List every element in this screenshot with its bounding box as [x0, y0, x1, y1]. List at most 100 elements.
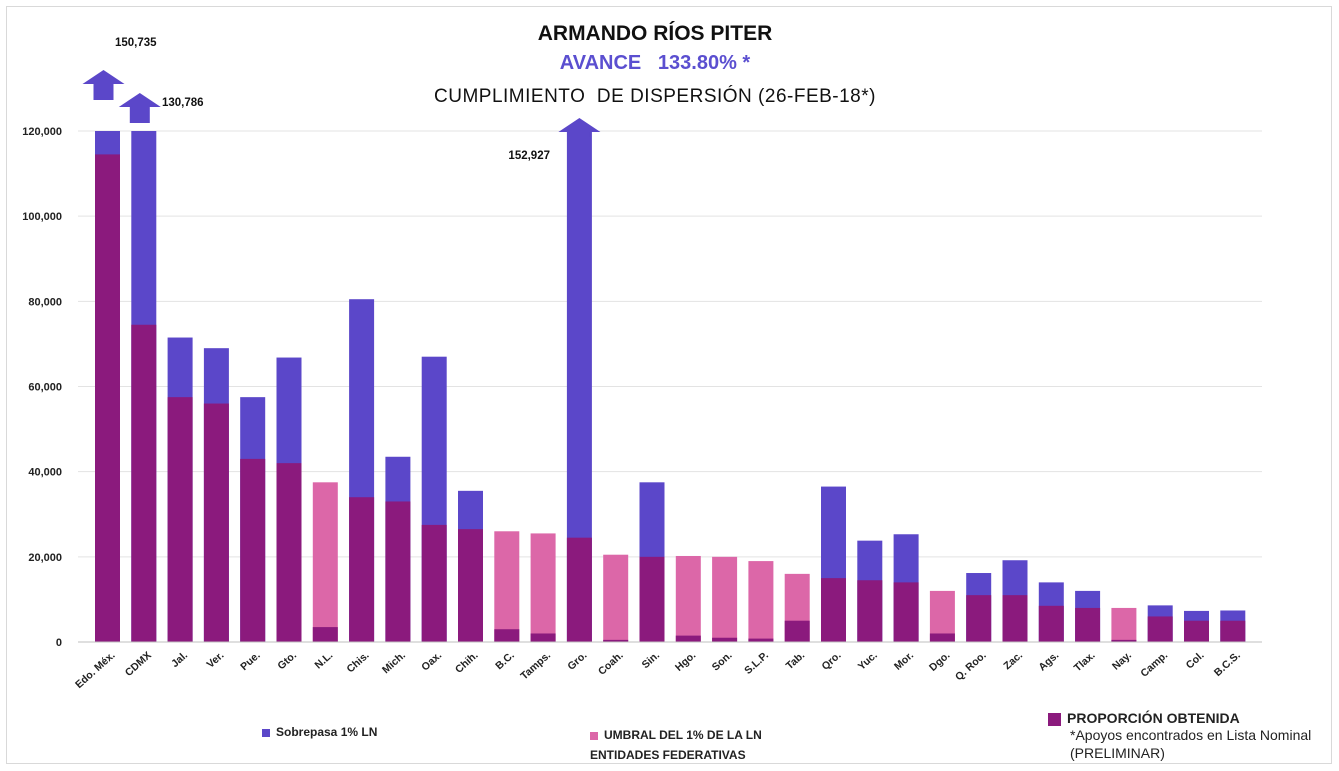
x-tick-label: Yuc.	[856, 649, 880, 672]
bar-obtained	[675, 635, 701, 642]
x-tick-label: Pue.	[238, 649, 263, 673]
overflow-value-label: 150,735	[115, 37, 157, 49]
bar-obtained	[240, 458, 266, 642]
x-tick-label: Q. Roo.	[953, 649, 989, 683]
x-tick-label: Tab.	[784, 649, 808, 672]
x-tick-label: Mich.	[380, 649, 408, 676]
legend-swatch-exceeds	[262, 728, 270, 737]
chart-title: ARMANDO RÍOS PITER	[537, 22, 773, 45]
x-tick-label: Tlax.	[1072, 649, 1098, 674]
x-tick-label: Col.	[1184, 649, 1207, 671]
bar-obtained	[458, 529, 483, 642]
bar-obtained	[95, 154, 120, 642]
bar-threshold	[530, 533, 556, 642]
bar-obtained	[1220, 620, 1246, 642]
y-tick-label: 40,000	[28, 467, 62, 479]
bar-obtained	[1002, 595, 1028, 642]
bar-threshold	[312, 482, 338, 642]
legend-label-threshold-2: ENTIDADES FEDERATIVAS	[590, 748, 746, 762]
bar-threshold	[494, 531, 520, 642]
overflow-arrow-icon	[118, 93, 161, 123]
bar-threshold	[712, 556, 738, 642]
overflow-value-label: 152,927	[508, 150, 550, 162]
y-tick-label: 120,000	[22, 126, 62, 138]
y-tick-label: 20,000	[28, 552, 62, 564]
x-tick-label: Coah.	[596, 649, 626, 677]
bar-obtained	[603, 639, 629, 642]
bar-obtained	[784, 620, 810, 642]
chart-subtitle: AVANCE 133.80% *	[559, 52, 751, 74]
x-tick-label: Hgo.	[673, 649, 698, 674]
x-tick-label: Camp.	[1138, 649, 1170, 679]
bar-threshold	[603, 554, 629, 642]
bar-obtained	[1075, 607, 1101, 642]
overflow-arrow-icon	[82, 70, 125, 100]
x-tick-label: N.L.	[313, 649, 336, 671]
x-tick-label: Chis.	[344, 649, 371, 675]
bar-obtained	[349, 497, 375, 642]
chart-subtitle-2: CUMPLIMIENTO DE DISPERSIÓN (26-FEB-18*)	[434, 86, 876, 107]
bar-obtained	[929, 633, 955, 642]
bar-obtained	[131, 324, 157, 642]
x-tick-label: Dgo.	[927, 649, 952, 674]
x-tick-label: Jal.	[169, 649, 190, 670]
bar-obtained	[530, 633, 556, 642]
x-tick-label: B.C.S.	[1212, 649, 1243, 679]
chart-frame	[6, 6, 1332, 764]
bar-obtained	[1111, 639, 1137, 642]
x-tick-label: Ver.	[204, 649, 226, 670]
bar-obtained	[167, 397, 193, 642]
bar-obtained	[1038, 605, 1064, 642]
x-tick-label: B.C.	[493, 649, 517, 672]
legend-exceeds: Sobrepasa 1% LN	[262, 725, 377, 739]
legend-swatch-threshold	[590, 731, 598, 740]
overflow-arrow-icon	[558, 118, 601, 137]
legend-threshold: UMBRAL DEL 1% DE LA LN ENTIDADES FEDERAT…	[590, 725, 762, 765]
overflow-value-label: 130,786	[162, 97, 204, 109]
x-tick-label: Edo. Méx.	[73, 649, 118, 691]
x-tick-label: Gto.	[275, 649, 299, 672]
x-tick-label: Sin.	[640, 649, 662, 671]
x-tick-label: Mor.	[892, 649, 916, 672]
bar-obtained	[639, 556, 665, 642]
bar-obtained	[421, 524, 447, 642]
x-tick-label: Ags.	[1036, 649, 1061, 673]
bar-obtained	[966, 595, 992, 642]
bar-obtained	[712, 637, 738, 642]
x-tick-label: Qro.	[819, 649, 843, 672]
bar-threshold	[675, 555, 701, 642]
bar-obtained	[1147, 616, 1173, 642]
bar-obtained	[857, 580, 883, 642]
bar-obtained	[494, 629, 520, 642]
legend-label-threshold-1: UMBRAL DEL 1% DE LA LN	[604, 728, 762, 742]
x-tick-label: S.L.P.	[742, 649, 771, 677]
bar-obtained	[312, 627, 338, 642]
bar-threshold	[748, 561, 774, 642]
y-tick-label: 60,000	[28, 382, 62, 394]
legend-label-exceeds: Sobrepasa 1% LN	[276, 725, 378, 739]
y-tick-label: 0	[56, 637, 62, 649]
legend-swatch-obtained	[1048, 712, 1061, 726]
bar-obtained	[566, 537, 592, 642]
y-tick-label: 100,000	[22, 211, 62, 223]
y-tick-label: 80,000	[28, 296, 62, 308]
bar-obtained	[276, 463, 302, 642]
legend-note: *Apoyos encontrados en Lista Nominal (PR…	[1070, 727, 1312, 761]
legend-obtained: PROPORCIÓN OBTENIDA *Apoyos encontrados …	[1048, 710, 1328, 762]
bar-threshold	[1111, 607, 1137, 642]
bar-obtained	[748, 638, 774, 642]
x-tick-label: Oax.	[419, 649, 444, 673]
legend-label-obtained: PROPORCIÓN OBTENIDA	[1067, 710, 1240, 726]
bar-obtained	[821, 578, 846, 642]
bar-obtained	[1184, 620, 1209, 642]
x-tick-label: Nay.	[1110, 649, 1134, 672]
x-tick-label: Zac.	[1001, 649, 1025, 672]
x-tick-label: Gro.	[565, 649, 589, 672]
x-tick-label: Tamps.	[518, 649, 553, 682]
bar-obtained	[893, 582, 919, 642]
x-tick-label: Son.	[710, 649, 735, 673]
x-tick-label: Chih.	[453, 649, 481, 676]
bar-obtained	[203, 403, 229, 642]
x-tick-label: CDMX	[123, 649, 154, 679]
